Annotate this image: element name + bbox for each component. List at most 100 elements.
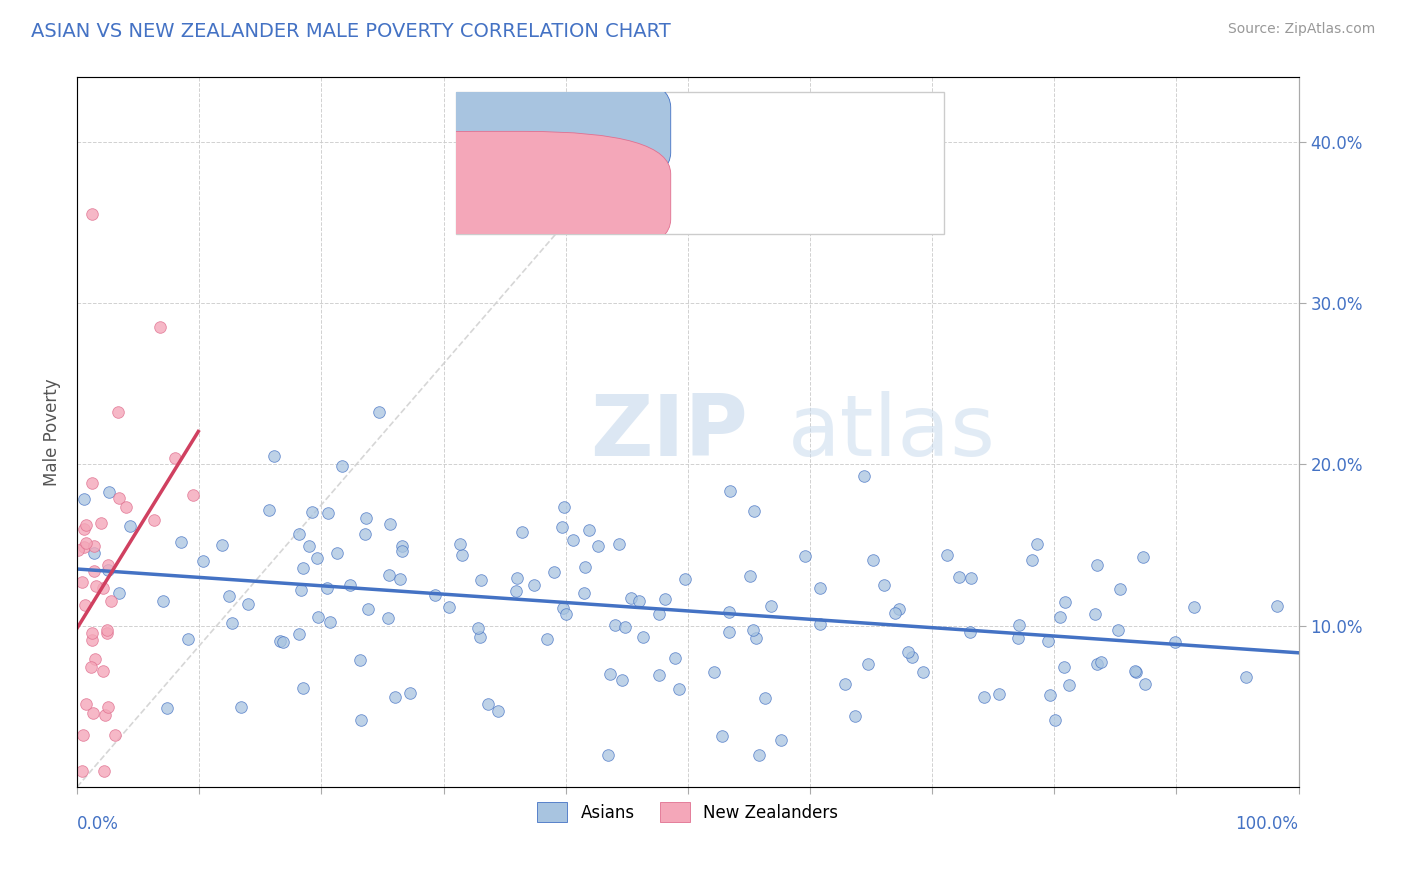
Point bbox=[853, 468, 876, 483]
Point bbox=[769, 733, 792, 747]
Point bbox=[97, 700, 120, 714]
Point bbox=[391, 544, 413, 558]
Point bbox=[959, 625, 981, 640]
Point bbox=[543, 565, 565, 579]
Point bbox=[80, 207, 103, 221]
Point bbox=[627, 594, 650, 608]
Point bbox=[450, 548, 472, 562]
Point bbox=[610, 673, 633, 688]
Text: ZIP: ZIP bbox=[591, 391, 748, 474]
Point bbox=[298, 539, 321, 553]
Point bbox=[884, 606, 907, 620]
Point bbox=[104, 728, 127, 742]
Point bbox=[1008, 618, 1031, 632]
Point bbox=[486, 704, 509, 718]
Point bbox=[75, 599, 97, 613]
Point bbox=[263, 449, 285, 463]
Point bbox=[588, 539, 610, 553]
Point bbox=[1109, 582, 1132, 597]
Point bbox=[316, 506, 339, 520]
Point bbox=[834, 676, 856, 690]
Text: ASIAN VS NEW ZEALANDER MALE POVERTY CORRELATION CHART: ASIAN VS NEW ZEALANDER MALE POVERTY CORR… bbox=[31, 22, 671, 41]
Point bbox=[1182, 599, 1205, 614]
Point bbox=[973, 690, 995, 704]
Point bbox=[378, 568, 401, 582]
Point bbox=[72, 575, 94, 590]
Point bbox=[84, 652, 107, 666]
Point bbox=[1053, 595, 1076, 609]
Point bbox=[307, 610, 329, 624]
Point bbox=[377, 610, 399, 624]
Point bbox=[960, 571, 983, 585]
Point bbox=[80, 633, 103, 648]
Point bbox=[605, 618, 627, 632]
Point bbox=[467, 621, 489, 635]
Point bbox=[292, 560, 315, 574]
Point bbox=[844, 709, 866, 723]
Point bbox=[858, 657, 880, 671]
Point bbox=[710, 729, 733, 743]
Point bbox=[152, 594, 174, 608]
Point bbox=[1021, 553, 1043, 567]
Point bbox=[668, 682, 690, 697]
Point bbox=[754, 691, 776, 706]
Point bbox=[73, 491, 96, 506]
Point bbox=[510, 524, 533, 539]
Point bbox=[1125, 665, 1147, 679]
Point bbox=[718, 625, 741, 640]
Point bbox=[572, 586, 595, 600]
Point bbox=[1043, 713, 1066, 727]
Point bbox=[742, 503, 765, 517]
Point bbox=[561, 533, 583, 547]
Point bbox=[287, 527, 309, 541]
Point bbox=[619, 591, 641, 606]
Point bbox=[90, 516, 112, 530]
Legend: Asians, New Zealanders: Asians, New Zealanders bbox=[531, 796, 845, 829]
Point bbox=[599, 667, 621, 681]
Point bbox=[1265, 599, 1288, 613]
Point bbox=[598, 747, 620, 762]
Point bbox=[1123, 665, 1146, 679]
Point bbox=[83, 564, 105, 578]
Point bbox=[96, 626, 118, 640]
Text: 0.0%: 0.0% bbox=[77, 815, 120, 833]
Point bbox=[67, 542, 90, 557]
Point bbox=[181, 488, 204, 502]
Point bbox=[506, 571, 529, 585]
Point bbox=[354, 511, 377, 525]
Point bbox=[744, 631, 766, 645]
Point bbox=[367, 405, 389, 419]
Point bbox=[142, 513, 165, 527]
Point bbox=[1039, 688, 1062, 702]
Point bbox=[1107, 623, 1129, 637]
Point bbox=[553, 500, 575, 515]
Point bbox=[808, 616, 831, 631]
Point bbox=[80, 625, 103, 640]
Point bbox=[91, 581, 114, 595]
Point bbox=[988, 687, 1011, 701]
Point bbox=[75, 518, 97, 533]
Point bbox=[648, 668, 671, 682]
Point bbox=[193, 554, 215, 568]
Point bbox=[288, 627, 311, 641]
Point bbox=[83, 539, 105, 553]
Point bbox=[229, 700, 252, 714]
Point bbox=[439, 599, 461, 614]
Point bbox=[72, 728, 94, 742]
Point bbox=[80, 660, 103, 674]
Point bbox=[349, 653, 371, 667]
Point bbox=[477, 697, 499, 711]
Point bbox=[555, 607, 578, 622]
Point bbox=[647, 607, 669, 621]
Point bbox=[384, 690, 406, 705]
Point bbox=[607, 537, 630, 551]
Point bbox=[82, 706, 104, 720]
Point bbox=[120, 518, 142, 533]
Point bbox=[398, 686, 420, 700]
Point bbox=[551, 519, 574, 533]
Point bbox=[339, 578, 361, 592]
Point bbox=[1085, 657, 1108, 672]
Point bbox=[1132, 550, 1154, 565]
Point bbox=[389, 573, 412, 587]
Point bbox=[523, 578, 546, 592]
